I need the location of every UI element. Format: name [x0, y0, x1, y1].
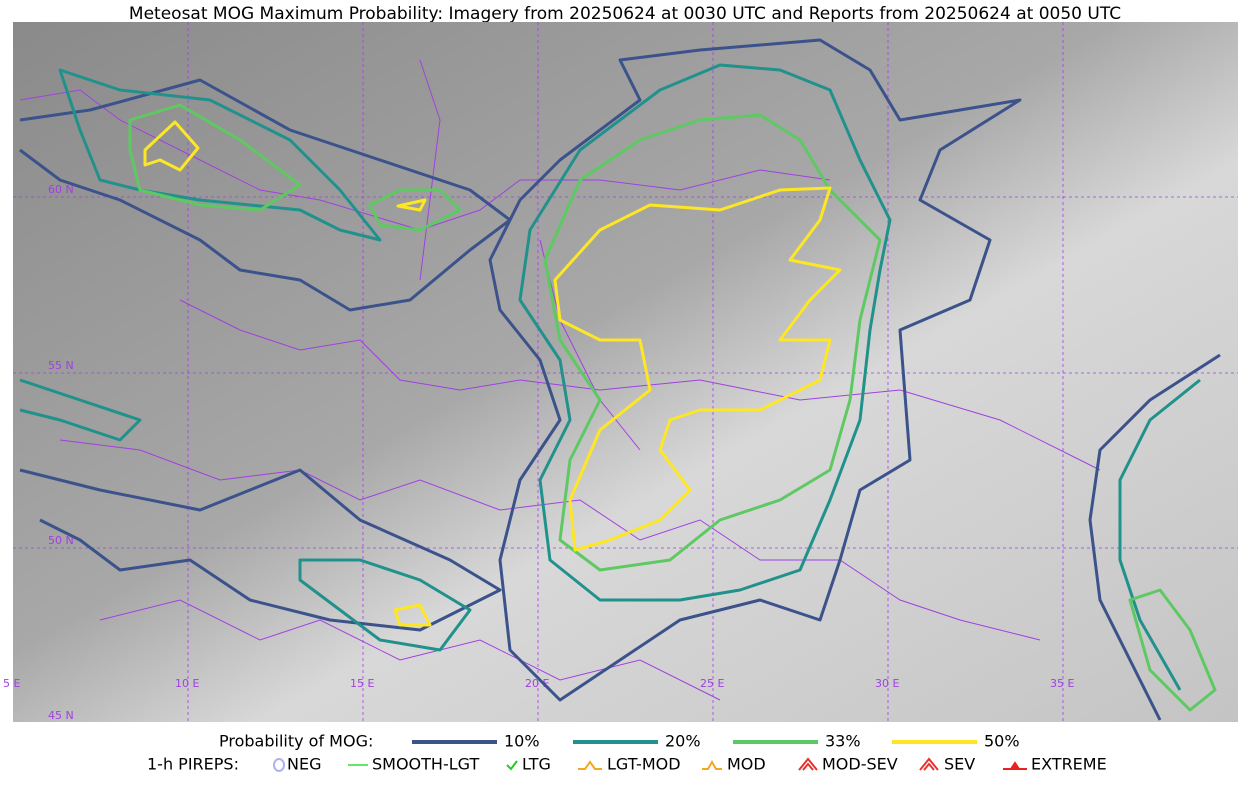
legend-label: LTG — [522, 755, 551, 774]
contour — [488, 38, 1022, 702]
map: 60 N 55 N 50 N 45 N 5 E 10 E 15 E 20 E 2… — [3, 22, 1238, 722]
lat-label: 55 N — [48, 359, 74, 372]
contour — [543, 113, 882, 572]
legend-title: Probability of MOG: — [219, 732, 373, 751]
contour — [393, 603, 432, 627]
legend-label: 33% — [825, 732, 861, 751]
legend-label: 10% — [504, 732, 540, 751]
contour — [128, 103, 302, 212]
lon-label: 10 E — [175, 677, 199, 690]
legend-label: SEV — [944, 755, 975, 774]
title: Meteosat MOG Maximum Probability: Imager… — [129, 4, 1121, 24]
legend-icon — [506, 760, 518, 771]
legend-icon — [798, 757, 818, 771]
legend-icon — [578, 760, 602, 770]
lon-label: 5 E — [3, 677, 20, 690]
legend-label: 50% — [984, 732, 1020, 751]
lon-label: 35 E — [1050, 677, 1074, 690]
contour — [1128, 588, 1217, 712]
legend-icon — [1003, 761, 1027, 770]
lat-label: 50 N — [48, 534, 74, 547]
contour — [1088, 353, 1221, 721]
legend-label: MOD — [727, 755, 766, 774]
contour — [143, 120, 200, 172]
lat-label: 45 N — [48, 709, 74, 722]
lon-label: 20 E — [525, 677, 549, 690]
legend-label: 20% — [665, 732, 701, 751]
legend-label: NEG — [287, 755, 321, 774]
contour — [19, 378, 142, 442]
legend-label: EXTREME — [1031, 755, 1107, 774]
legend-label: SMOOTH-LGT — [372, 755, 479, 774]
contour — [19, 468, 502, 632]
satellite-image — [13, 22, 1238, 722]
contour — [368, 188, 462, 232]
lat-label: 60 N — [48, 183, 74, 196]
contour — [1118, 378, 1201, 691]
contour — [518, 63, 892, 602]
legend-icon — [702, 759, 722, 770]
contour — [58, 68, 382, 242]
contour — [19, 78, 512, 312]
contours — [19, 38, 1221, 721]
legend-label: MOD-SEV — [822, 755, 898, 774]
legend-icon — [273, 758, 285, 772]
legend: Probability of MOG: 10% 20% 33% 50% 1-h PIR… — [147, 732, 1107, 774]
legend-icon — [919, 757, 939, 771]
contour — [396, 198, 427, 212]
lon-label: 25 E — [700, 677, 724, 690]
contour — [298, 558, 472, 652]
legend-title: 1-h PIREPS: — [147, 755, 239, 774]
lon-label: 15 E — [350, 677, 374, 690]
legend-label: LGT-MOD — [607, 755, 681, 774]
lon-label: 30 E — [875, 677, 899, 690]
contour — [553, 186, 842, 552]
